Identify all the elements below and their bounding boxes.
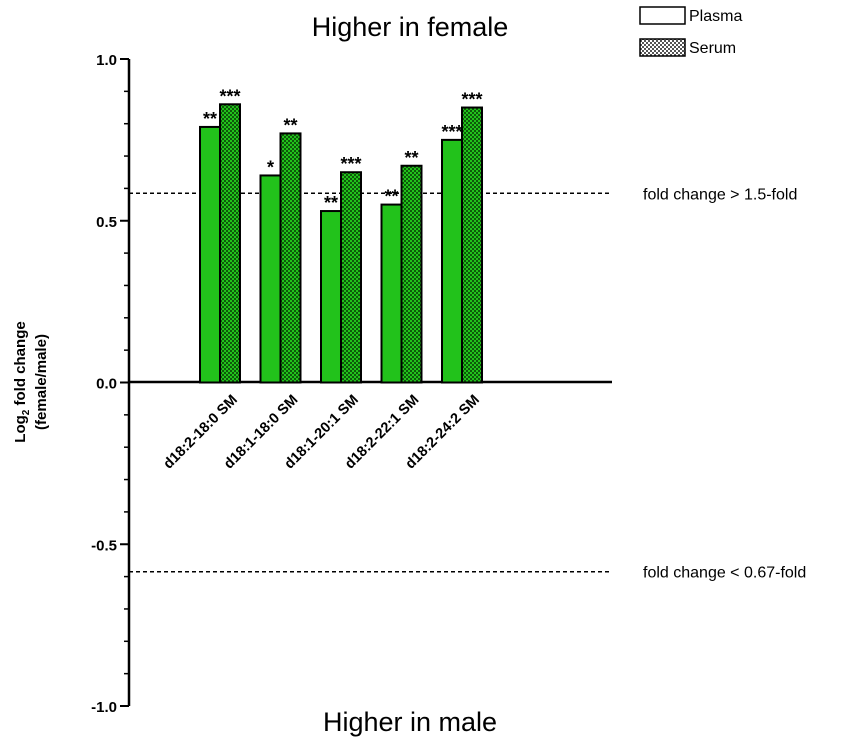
bars — [199, 103, 483, 384]
bar-serum — [219, 103, 241, 384]
legend-label-serum: Serum — [689, 40, 736, 57]
significance-markers: *********************** — [203, 86, 483, 213]
reference-line-label: fold change < 0.67-fold — [643, 565, 806, 582]
y-tick-label: -1.0 — [91, 699, 117, 716]
y-axis-title: Log2 fold change — [12, 321, 32, 442]
significance-marker: ** — [384, 187, 398, 207]
y-axis-title-rest: fold change — [12, 321, 29, 409]
bar-plasma — [380, 203, 403, 384]
y-axis-title-main: Log — [12, 415, 29, 443]
y-axis-title-line2: (female/male) — [33, 334, 50, 430]
y-tick-label: -0.5 — [91, 537, 117, 554]
y-axis-ticks: 1.0 0.5 0.0 -0.5 -1.0 — [91, 52, 129, 716]
bar-plasma — [441, 138, 463, 384]
significance-marker: *** — [219, 86, 240, 106]
significance-marker: *** — [340, 154, 361, 174]
reference-line-label: fold change > 1.5-fold — [643, 186, 797, 203]
significance-marker: * — [267, 157, 274, 177]
legend: Plasma Serum — [639, 6, 742, 57]
significance-marker: ** — [404, 148, 418, 168]
bar-plasma — [199, 125, 221, 384]
bar-plasma — [259, 174, 282, 384]
bar-serum — [400, 164, 423, 384]
reference-lines: fold change > 1.5-fold fold change < 0.67… — [129, 186, 806, 582]
significance-marker: ** — [324, 193, 338, 213]
bar-serum — [461, 106, 483, 384]
y-axis-title-subscript: 2 — [21, 409, 32, 415]
y-tick-label: 0.0 — [96, 376, 117, 393]
y-tick-label: 1.0 — [96, 52, 117, 69]
bar-serum — [340, 171, 362, 384]
legend-swatch-serum — [639, 38, 686, 57]
y-tick-label: 0.5 — [96, 214, 117, 231]
bar-serum — [279, 132, 302, 384]
significance-marker: *** — [461, 90, 482, 110]
top-annotation: Higher in female — [312, 12, 509, 42]
significance-marker: ** — [203, 109, 217, 129]
legend-swatch-plasma — [639, 6, 686, 25]
bar-plasma — [320, 210, 342, 384]
significance-marker: ** — [283, 115, 297, 135]
bottom-annotation: Higher in male — [323, 707, 497, 737]
legend-label-plasma: Plasma — [689, 8, 742, 25]
significance-marker: *** — [441, 122, 462, 142]
